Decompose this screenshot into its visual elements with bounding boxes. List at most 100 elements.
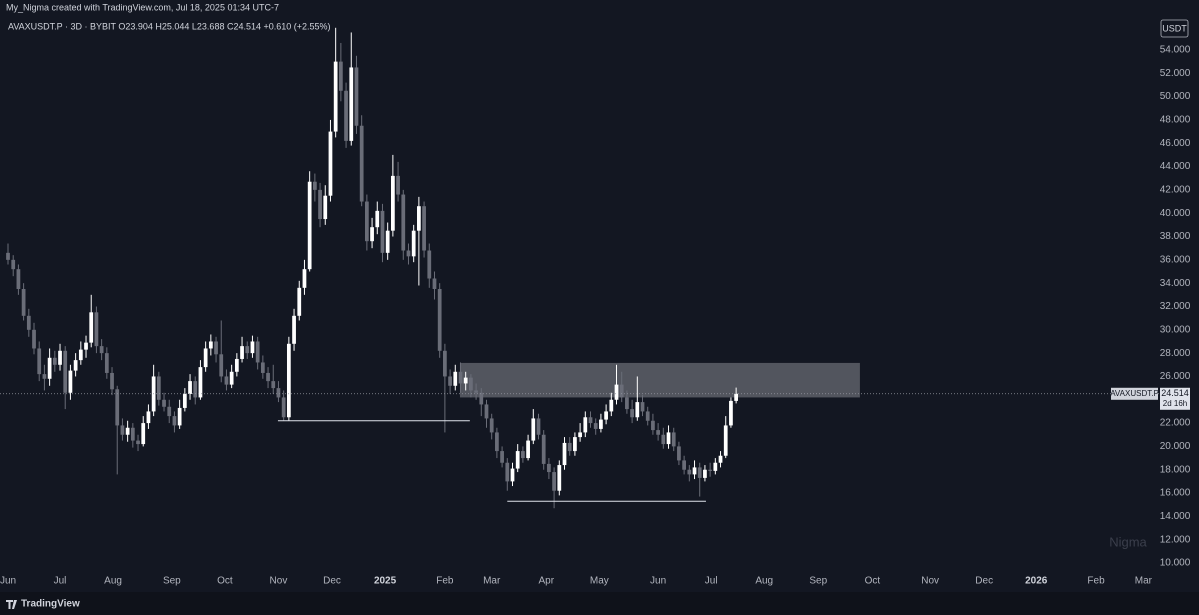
candle-body [47, 357, 52, 379]
candle-body [302, 269, 307, 288]
candle-body [110, 372, 114, 390]
candle-body [234, 358, 239, 372]
candle-body [250, 341, 255, 354]
y-tick-label: 10.000 [1160, 558, 1191, 569]
x-tick-label: Mar [483, 576, 501, 587]
symbol-tag [1111, 387, 1158, 400]
candle-body [354, 67, 359, 126]
y-tick-label: 12.000 [1160, 534, 1191, 545]
y-tick-label: 20.000 [1160, 441, 1191, 452]
candle-body [692, 467, 697, 475]
x-tick-label: 2026 [1025, 576, 1048, 587]
candle-body [729, 400, 733, 426]
candle-body [645, 411, 650, 421]
candle-body [609, 399, 614, 412]
candle-body [505, 462, 510, 482]
candle-body [385, 230, 390, 253]
currency-label: USDT [1162, 23, 1187, 33]
candle-body [635, 402, 640, 418]
candle-body [677, 446, 681, 461]
candle-body [453, 371, 458, 386]
candle-body [666, 432, 671, 445]
y-tick-label: 30.000 [1160, 324, 1191, 335]
candle-body [588, 417, 593, 424]
candle-body [156, 376, 161, 400]
y-tick-label: 46.000 [1160, 138, 1191, 149]
candle-body [16, 269, 21, 289]
candle-body [115, 389, 120, 426]
candle-body [286, 343, 291, 418]
candle-body [266, 372, 270, 382]
candle-body [271, 381, 276, 389]
candle-body [640, 402, 645, 412]
header: My_Nigma created with TradingView.com, J… [6, 2, 279, 12]
candle-body [323, 195, 328, 220]
candle-body [510, 468, 515, 482]
candle-body [312, 181, 317, 190]
candle-body [489, 418, 494, 433]
x-tick-label: Sep [809, 576, 827, 587]
candle-body [526, 440, 530, 459]
candle-body [656, 430, 660, 435]
candle-body [604, 411, 608, 420]
candle-body [411, 230, 416, 257]
candle-body [443, 350, 447, 377]
candle-body [21, 288, 26, 316]
candle-body [718, 455, 723, 463]
candle-body [521, 451, 525, 459]
candle-body [219, 354, 224, 377]
candle-body [495, 432, 499, 452]
candle-body [578, 432, 582, 438]
candle-body [240, 346, 244, 359]
candle-body [37, 348, 42, 375]
candle-body [619, 384, 624, 398]
candle-body [734, 393, 739, 401]
y-tick-label: 40.000 [1160, 208, 1191, 219]
y-tick-label: 52.000 [1160, 68, 1191, 79]
candle-body [73, 360, 78, 371]
candle-body [697, 467, 702, 478]
legend: AVAXUSDT.P · 3D · BYBIT O23.904 H25.044 … [8, 21, 331, 31]
candle-body [391, 175, 395, 231]
x-tick-label: Aug [755, 576, 773, 587]
symbol-label: AVAXUSDT.P [1110, 389, 1159, 398]
candle-body [614, 384, 619, 400]
candle-body [136, 440, 140, 445]
candle-body [99, 346, 104, 354]
y-tick-label: 38.000 [1160, 231, 1191, 242]
candle-body [245, 346, 250, 354]
footer-brand: TradingView [21, 599, 80, 610]
candle-body [599, 419, 603, 429]
candle-body [120, 425, 125, 435]
y-tick-label: 34.000 [1160, 278, 1191, 289]
candle-body [125, 427, 130, 435]
y-tick-label: 22.000 [1160, 418, 1191, 429]
candle-body [583, 417, 588, 433]
candle-body [708, 469, 712, 471]
candle-body [260, 362, 265, 373]
candle-body [307, 181, 312, 270]
candle-body [224, 376, 229, 385]
x-tick-label: Feb [1087, 576, 1105, 587]
candle-body [318, 189, 322, 220]
candle-body [208, 341, 213, 349]
candle-body [292, 315, 296, 344]
candle-body [333, 61, 338, 132]
candle-body [130, 427, 135, 441]
candle-body [630, 409, 634, 418]
candle-body [84, 342, 88, 350]
candle-body [68, 370, 73, 393]
candle-body [104, 353, 109, 373]
y-tick-label: 26.000 [1160, 371, 1191, 382]
currency-button[interactable] [1160, 19, 1189, 38]
candle-body [338, 61, 343, 91]
candle-body [380, 210, 385, 253]
candle-body [536, 418, 541, 435]
y-tick-label: 18.000 [1160, 464, 1191, 475]
x-tick-label: Apr [539, 576, 555, 587]
candle-body [396, 175, 400, 195]
candle-body [26, 315, 31, 330]
candle-body [458, 371, 463, 384]
candle-body [297, 287, 302, 316]
